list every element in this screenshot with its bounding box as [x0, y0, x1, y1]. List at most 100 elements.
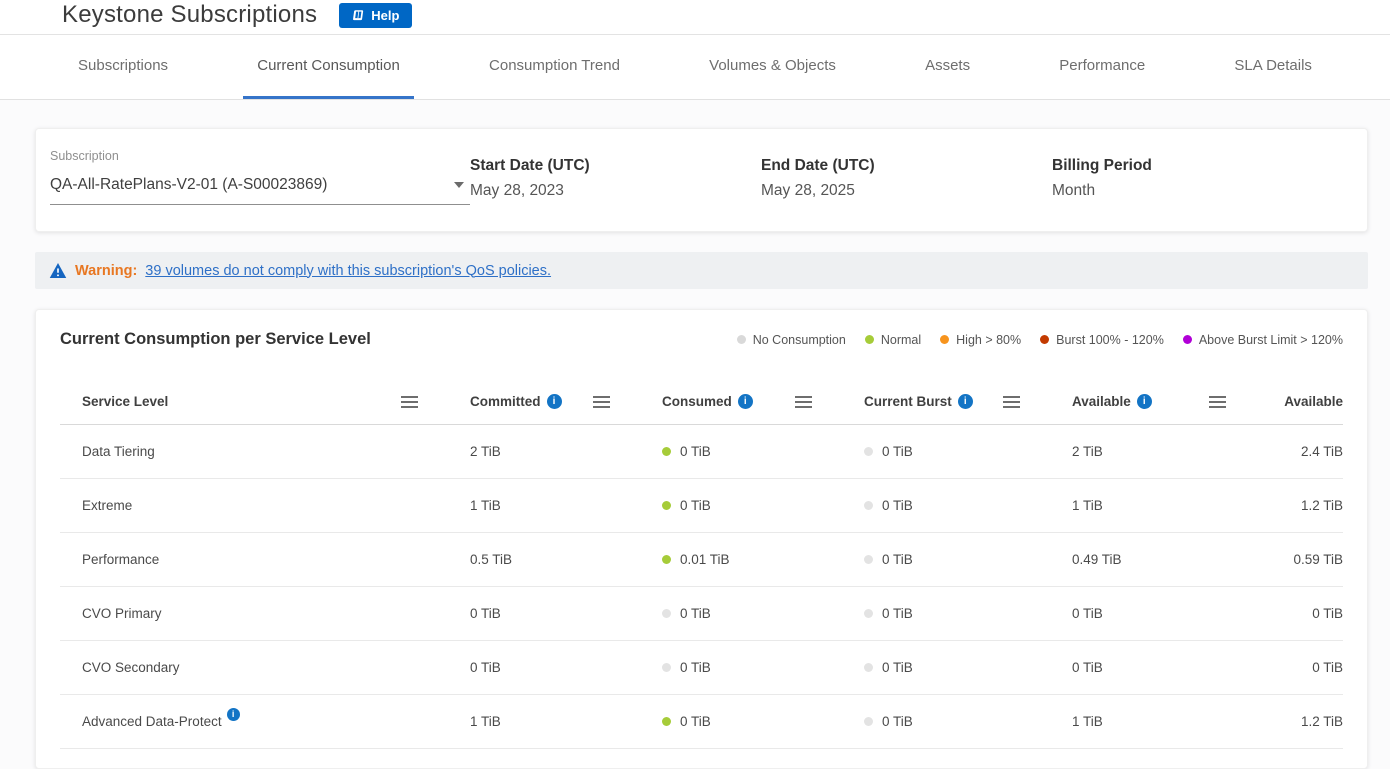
available-2-cell: 0.59 TiB	[1278, 552, 1343, 567]
column-menu-icon[interactable]	[593, 396, 610, 408]
title-bar: Keystone Subscriptions Help	[0, 0, 1390, 34]
start-date-value: May 28, 2023	[470, 182, 761, 200]
legend-label: Burst 100% - 120%	[1056, 333, 1164, 347]
column-header-available: Available	[1278, 394, 1343, 409]
legend-item-burst-100-120: Burst 100% - 120%	[1040, 333, 1164, 347]
available-cell: 0.49 TiB	[1072, 552, 1278, 567]
help-button[interactable]: Help	[339, 3, 412, 28]
table-body: Data Tiering2 TiB0 TiB0 TiB2 TiB2.4 TiBE…	[60, 425, 1343, 749]
column-menu-icon[interactable]	[1209, 396, 1226, 408]
tab-current-consumption[interactable]: Current Consumption	[243, 35, 414, 99]
status-dot-none	[662, 663, 671, 672]
current-burst-cell: 0 TiB	[864, 444, 1072, 459]
column-menu-icon[interactable]	[795, 396, 812, 408]
warning-banner: Warning: 39 volumes do not comply with t…	[35, 252, 1368, 289]
available-cell: 1 TiB	[1072, 714, 1278, 729]
column-header-current-burst: Current Bursti	[864, 394, 1072, 409]
tab-bar: Subscriptions Current Consumption Consumpt…	[0, 34, 1390, 100]
status-dot-none	[864, 555, 873, 564]
tab-performance[interactable]: Performance	[1045, 35, 1159, 99]
status-dot-normal	[662, 717, 671, 726]
column-label: Available	[1072, 394, 1131, 409]
legend-dot	[865, 335, 874, 344]
committed-cell: 0 TiB	[470, 660, 662, 675]
info-icon[interactable]: i	[227, 708, 240, 721]
page-title: Keystone Subscriptions	[62, 1, 317, 29]
info-icon[interactable]: i	[1137, 394, 1152, 409]
column-menu-icon[interactable]	[1003, 396, 1020, 408]
billing-period-value: Month	[1052, 182, 1343, 200]
end-date-label: End Date (UTC)	[761, 157, 1052, 175]
tab-subscriptions[interactable]: Subscriptions	[64, 35, 182, 99]
table-row: Extreme1 TiB0 TiB0 TiB1 TiB1.2 TiB	[60, 479, 1343, 533]
service-level-cell: Performance	[60, 552, 470, 567]
subscription-select[interactable]: Subscription QA-All-RatePlans-V2-01 (A-S…	[50, 145, 470, 215]
column-header-consumed: Consumed i	[662, 394, 864, 409]
service-level-cell: Extreme	[60, 498, 470, 513]
start-date: Start Date (UTC) May 28, 2023	[470, 145, 761, 215]
service-level-cell: CVO Primary	[60, 606, 470, 621]
end-date-value: May 28, 2025	[761, 182, 1052, 200]
current-burst-cell: 0 TiB	[864, 606, 1072, 621]
table-row: CVO Secondary0 TiB0 TiB0 TiB0 TiB0 TiB	[60, 641, 1343, 695]
consumed-cell: 0 TiB	[662, 714, 864, 729]
warning-prefix: Warning:	[75, 263, 137, 279]
consumed-cell: 0.01 TiB	[662, 552, 864, 567]
legend-label: No Consumption	[753, 333, 846, 347]
warning-link[interactable]: 39 volumes do not comply with this subsc…	[145, 263, 551, 279]
legend-item-above-burst-limit-120: Above Burst Limit > 120%	[1183, 333, 1343, 347]
billing-period: Billing Period Month	[1052, 145, 1343, 215]
current-burst-cell: 0 TiB	[864, 714, 1072, 729]
committed-cell: 0.5 TiB	[470, 552, 662, 567]
legend-item-high-80: High > 80%	[940, 333, 1021, 347]
content: Subscription QA-All-RatePlans-V2-01 (A-S…	[0, 128, 1390, 769]
available-cell: 2 TiB	[1072, 444, 1278, 459]
column-label: Committed	[470, 394, 541, 409]
service-level-cell: Data Tiering	[60, 444, 470, 459]
table-row: CVO Primary0 TiB0 TiB0 TiB0 TiB0 TiB	[60, 587, 1343, 641]
info-icon[interactable]: i	[547, 394, 562, 409]
legend-item-normal: Normal	[865, 333, 921, 347]
legend-label: High > 80%	[956, 333, 1021, 347]
status-dot-normal	[662, 447, 671, 456]
panel-title: Current Consumption per Service Level	[60, 330, 371, 349]
status-dot-none	[662, 609, 671, 618]
subscription-panel: Subscription QA-All-RatePlans-V2-01 (A-S…	[35, 128, 1368, 232]
legend: No Consumption Normal High > 80% Burst 100%…	[737, 333, 1343, 347]
column-menu-icon[interactable]	[401, 396, 418, 408]
status-dot-none	[864, 501, 873, 510]
consumed-cell: 0 TiB	[662, 660, 864, 675]
tab-assets[interactable]: Assets	[911, 35, 984, 99]
available-2-cell: 0 TiB	[1278, 660, 1343, 675]
status-dot-none	[864, 717, 873, 726]
info-icon[interactable]: i	[958, 394, 973, 409]
consumed-cell: 0 TiB	[662, 498, 864, 513]
table-row: Advanced Data-Protecti1 TiB0 TiB0 TiB1 T…	[60, 695, 1343, 749]
subscription-select-label: Subscription	[50, 149, 470, 163]
legend-item-no-consumption: No Consumption	[737, 333, 846, 347]
tab-consumption-trend[interactable]: Consumption Trend	[475, 35, 634, 99]
current-burst-cell: 0 TiB	[864, 498, 1072, 513]
available-cell: 1 TiB	[1072, 498, 1278, 513]
committed-cell: 0 TiB	[470, 606, 662, 621]
tab-volumes-objects[interactable]: Volumes & Objects	[695, 35, 850, 99]
service-level-cell: Advanced Data-Protecti	[60, 714, 470, 729]
column-label: Consumed	[662, 394, 732, 409]
available-2-cell: 1.2 TiB	[1278, 498, 1343, 513]
status-dot-normal	[662, 555, 671, 564]
table-row: Data Tiering2 TiB0 TiB0 TiB2 TiB2.4 TiB	[60, 425, 1343, 479]
status-dot-none	[864, 609, 873, 618]
table-row: Performance0.5 TiB0.01 TiB0 TiB0.49 TiB0…	[60, 533, 1343, 587]
info-icon[interactable]: i	[738, 394, 753, 409]
legend-dot	[737, 335, 746, 344]
column-label: Service Level	[82, 394, 168, 409]
legend-label: Normal	[881, 333, 921, 347]
legend-dot	[940, 335, 949, 344]
panel-head: Current Consumption per Service Level No…	[60, 330, 1343, 349]
current-burst-cell: 0 TiB	[864, 660, 1072, 675]
consumed-cell: 0 TiB	[662, 606, 864, 621]
column-header-committed: Committed i	[470, 394, 662, 409]
tab-sla-details[interactable]: SLA Details	[1220, 35, 1326, 99]
status-dot-none	[864, 663, 873, 672]
end-date: End Date (UTC) May 28, 2025	[761, 145, 1052, 215]
